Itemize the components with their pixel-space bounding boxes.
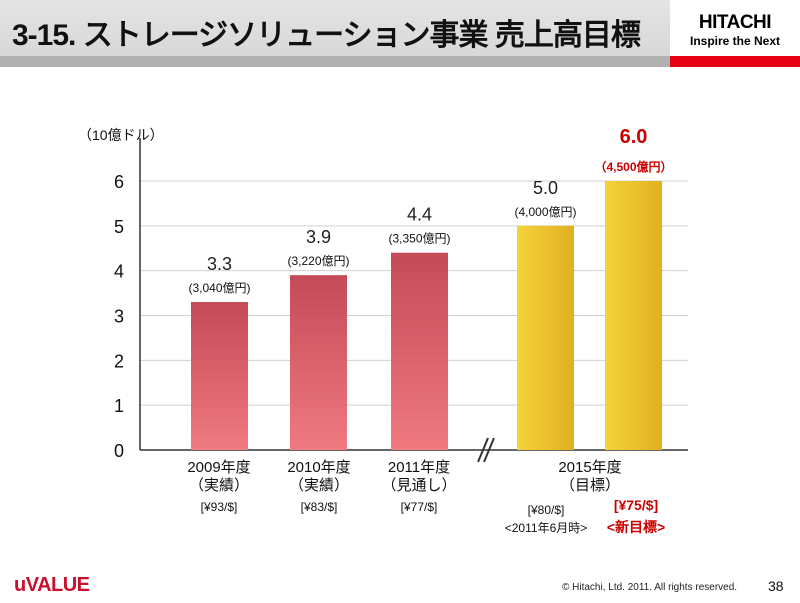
brand-red-bar xyxy=(670,56,800,67)
bar-value-label: 5.0 xyxy=(533,178,558,198)
category-label: 2015年度 xyxy=(558,459,621,476)
bar-value-label: 3.3 xyxy=(207,254,232,274)
bar xyxy=(391,252,448,450)
y-tick-label: 5 xyxy=(114,217,124,237)
bar xyxy=(605,181,662,450)
bar-sub-label: （4,500億円） xyxy=(594,159,672,174)
new-exchange-rate: [¥75/$] xyxy=(614,497,658,513)
y-tick-label: 4 xyxy=(114,262,124,282)
category-label: 2010年度 xyxy=(287,459,350,476)
exchange-rate: [¥77/$] xyxy=(401,500,438,514)
bar xyxy=(191,302,248,450)
page-number: 38 xyxy=(768,578,784,594)
exchange-rate-note: <2011年6月時> xyxy=(505,521,588,535)
category-label: （目標） xyxy=(560,477,620,494)
bar-sub-label: (4,000億円) xyxy=(514,205,576,219)
y-axis-label: （10億ドル） xyxy=(78,127,164,143)
axis-break-mark xyxy=(477,437,495,463)
header-band xyxy=(0,0,670,56)
copyright: © Hitachi, Ltd. 2011. All rights reserve… xyxy=(562,582,738,593)
y-tick-label: 2 xyxy=(114,351,124,371)
category-label: （実績） xyxy=(189,477,249,494)
bar xyxy=(290,275,347,450)
exchange-rate: [¥93/$] xyxy=(201,500,238,514)
header-underline xyxy=(0,56,670,67)
y-tick-label: 1 xyxy=(114,396,124,416)
bar-value-label: 3.9 xyxy=(306,227,331,247)
category-label: 2009年度 xyxy=(187,459,250,476)
bar-chart: 0 1 2 3 4 5 6 （10億ドル） 3.3 (3,040億円) 3.9 (3,220億円) 4.… xyxy=(78,126,688,535)
exchange-rate: [¥80/$] xyxy=(528,503,565,517)
uvalue-logo: uVALUE xyxy=(14,574,90,596)
page-title: 3-15. ストレージソリューション事業 売上高目標 xyxy=(12,19,641,52)
bar-sub-label: (3,220億円) xyxy=(287,254,349,268)
hitachi-logo: HITACHI Inspire the Next xyxy=(670,0,800,56)
y-tick-label: 3 xyxy=(114,307,124,327)
bar-sub-label: (3,350億円) xyxy=(388,232,450,246)
bar-value-label: 4.4 xyxy=(407,205,432,225)
category-label: （見通し） xyxy=(381,477,456,494)
brand-name: HITACHI xyxy=(698,12,772,33)
y-tick-label: 6 xyxy=(114,172,124,192)
brand-tagline: Inspire the Next xyxy=(689,34,781,48)
exchange-rate: [¥83/$] xyxy=(301,500,338,514)
bar-sub-label: (3,040億円) xyxy=(188,281,250,295)
category-label: （実績） xyxy=(289,477,349,494)
bar-value-label: 6.0 xyxy=(620,126,648,148)
new-target-note: <新目標> xyxy=(607,519,665,535)
y-tick-label: 0 xyxy=(114,441,124,461)
category-label: 2011年度 xyxy=(388,459,450,476)
bar xyxy=(517,225,574,450)
